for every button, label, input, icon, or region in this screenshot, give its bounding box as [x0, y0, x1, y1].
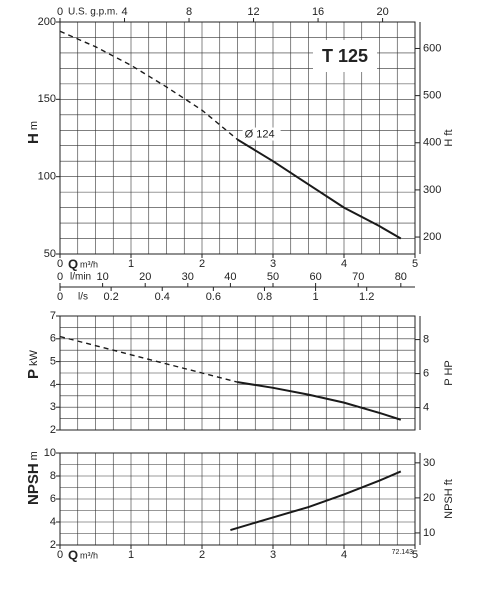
curve-label: Ø 124 [245, 128, 275, 140]
y-tick-label: 10 [44, 447, 56, 459]
x-tick-label: 2 [199, 258, 205, 270]
y2-tick-label: 6 [423, 367, 429, 379]
y-tick-label: 2 [50, 424, 56, 436]
y2-tick-label: 8 [423, 333, 429, 345]
x2-tick-label: 80 [395, 271, 407, 283]
title-box [313, 40, 377, 72]
x2-tick-label: 60 [309, 271, 321, 283]
plot-frame [59, 21, 416, 255]
x-tick-label: 0 [57, 549, 63, 561]
x-tick-label: 3 [270, 549, 276, 561]
x2-tick-label: 0 [57, 6, 63, 18]
x2-axis-label: l/s [78, 292, 88, 303]
x-tick-label: 4 [341, 258, 347, 270]
y-axis-label: H [25, 133, 42, 144]
x-tick-label: 0 [57, 258, 63, 270]
x-tick-label: 2 [199, 549, 205, 561]
y-tick-label: 3 [50, 401, 56, 413]
figure-code: 72.143 [392, 549, 414, 556]
y-tick-label: 2 [50, 539, 56, 551]
y-axis-label: NPSH [25, 463, 42, 505]
y-tick-label: 100 [38, 171, 56, 183]
x2-tick-label: 1.2 [359, 291, 374, 303]
x2-tick-label: 16 [312, 6, 324, 18]
x2-axis-label: U.S. g.p.m. [68, 7, 118, 18]
y-tick-label: 7 [50, 310, 56, 322]
y-axis-unit: kW [28, 349, 40, 366]
y2-tick-label: 500 [423, 90, 441, 102]
x2-tick-label: 8 [186, 6, 192, 18]
y-tick-label: 150 [38, 93, 56, 105]
x2-tick-label: 0.4 [155, 291, 170, 303]
y-tick-label: 6 [50, 333, 56, 345]
curve-dashed [59, 335, 238, 383]
x2-tick-label: 10 [96, 271, 108, 283]
curve [237, 381, 402, 421]
y2-tick-label: 600 [423, 42, 441, 54]
x2-tick-label: 1 [313, 291, 319, 303]
x-axis-unit: m³/h [80, 550, 98, 560]
x-tick-label: 1 [128, 258, 134, 270]
x2-tick-label: 20 [376, 6, 388, 18]
y-axis-unit: m [28, 451, 40, 460]
x-axis-label: Q [68, 256, 78, 271]
x2-tick-label: 30 [182, 271, 194, 283]
plot-frame [59, 315, 416, 431]
y-tick-label: 6 [50, 493, 56, 505]
x2-tick-label: 50 [267, 271, 279, 283]
y2-tick-label: 20 [423, 492, 435, 504]
x-tick-label: 3 [270, 258, 276, 270]
y-tick-label: 5 [50, 356, 56, 368]
x2-tick-label: 0 [57, 291, 63, 303]
x2-tick-label: 70 [352, 271, 364, 283]
x2-tick-label: 0.6 [206, 291, 221, 303]
y2-axis-label: H ft [443, 129, 455, 146]
x2-tick-label: 12 [247, 6, 259, 18]
x-axis-label: Q [68, 547, 78, 562]
y2-axis-label: P HP [443, 360, 455, 385]
x2-axis-label: l/min [70, 272, 91, 283]
x2-tick-label: 20 [139, 271, 151, 283]
annotation-bg [242, 127, 281, 141]
y2-tick-label: 200 [423, 231, 441, 243]
y-axis-unit: m [28, 121, 40, 130]
y2-tick-label: 300 [423, 184, 441, 196]
x2-tick-label: 0 [57, 271, 63, 283]
y-tick-label: 4 [50, 516, 56, 528]
x-tick-label: 5 [412, 549, 418, 561]
x-tick-label: 4 [341, 549, 347, 561]
x-tick-label: 5 [412, 258, 418, 270]
y-tick-label: 8 [50, 470, 56, 482]
y-tick-label: 4 [50, 378, 56, 390]
x2-tick-label: 4 [121, 6, 127, 18]
curve-dashed [59, 30, 238, 141]
y-tick-label: 50 [44, 248, 56, 260]
curve [230, 470, 402, 532]
chart-title: T 125 [322, 46, 368, 66]
y2-tick-label: 400 [423, 137, 441, 149]
y2-tick-label: 4 [423, 401, 429, 413]
x2-tick-label: 0.2 [103, 291, 118, 303]
x2-tick-label: 40 [224, 271, 236, 283]
x-tick-label: 1 [128, 549, 134, 561]
x-axis-unit: m³/h [80, 259, 98, 269]
x2-tick-label: 0.8 [257, 291, 272, 303]
y2-tick-label: 10 [423, 527, 435, 539]
y2-tick-label: 30 [423, 457, 435, 469]
y2-axis-label: NPSH ft [443, 479, 455, 519]
curve [236, 138, 402, 240]
y-axis-label: P [25, 369, 42, 379]
y-tick-label: 200 [38, 16, 56, 28]
